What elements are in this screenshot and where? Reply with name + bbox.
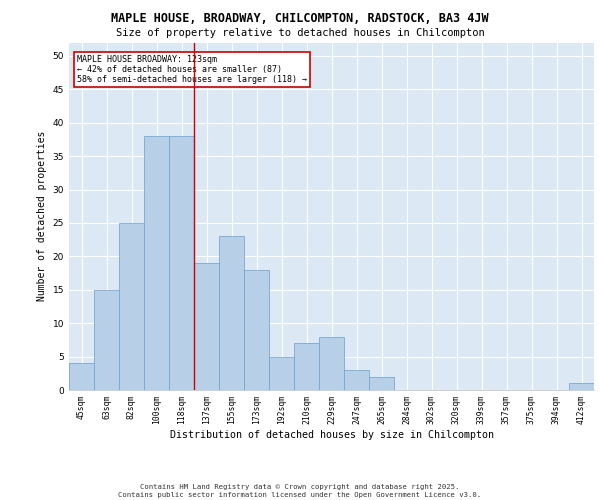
- Text: Contains HM Land Registry data © Crown copyright and database right 2025.
Contai: Contains HM Land Registry data © Crown c…: [118, 484, 482, 498]
- Bar: [369, 376, 394, 390]
- Bar: [244, 270, 269, 390]
- Bar: [344, 370, 369, 390]
- Bar: [294, 343, 319, 390]
- Bar: [319, 336, 344, 390]
- Bar: [169, 136, 194, 390]
- Bar: [94, 290, 119, 390]
- X-axis label: Distribution of detached houses by size in Chilcompton: Distribution of detached houses by size …: [170, 430, 493, 440]
- Y-axis label: Number of detached properties: Number of detached properties: [37, 131, 47, 302]
- Bar: [219, 236, 244, 390]
- Bar: [119, 223, 144, 390]
- Bar: [144, 136, 169, 390]
- Bar: [269, 356, 294, 390]
- Bar: [194, 263, 219, 390]
- Text: MAPLE HOUSE BROADWAY: 123sqm
← 42% of detached houses are smaller (87)
58% of se: MAPLE HOUSE BROADWAY: 123sqm ← 42% of de…: [77, 54, 307, 84]
- Bar: [69, 364, 94, 390]
- Text: Size of property relative to detached houses in Chilcompton: Size of property relative to detached ho…: [116, 28, 484, 38]
- Bar: [569, 384, 594, 390]
- Text: MAPLE HOUSE, BROADWAY, CHILCOMPTON, RADSTOCK, BA3 4JW: MAPLE HOUSE, BROADWAY, CHILCOMPTON, RADS…: [111, 12, 489, 26]
